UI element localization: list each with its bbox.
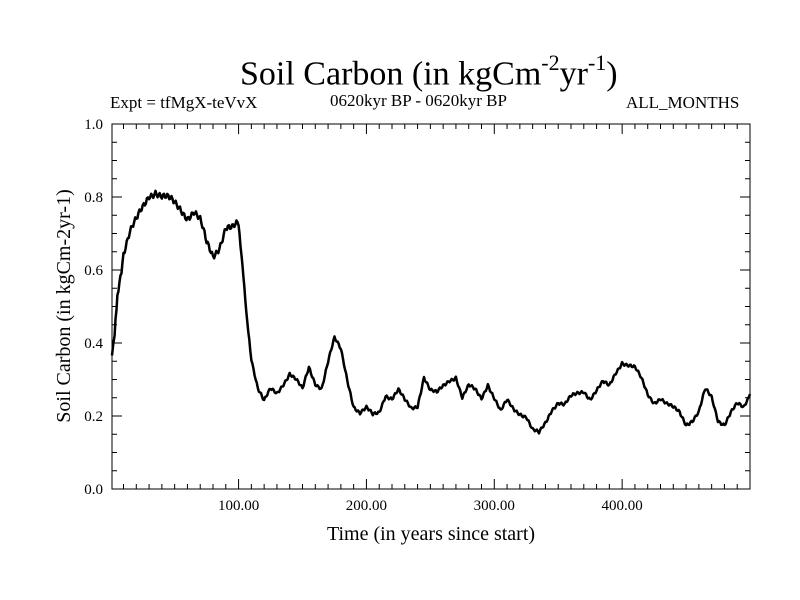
y-axis-label: Soil Carbon (in kgCm-2yr-1) <box>53 189 75 422</box>
y-tick-label: 0.0 <box>84 482 103 498</box>
x-tick-label: 200.00 <box>346 498 387 514</box>
chart-title-end: ) <box>606 55 618 93</box>
y-tick-label: 0.2 <box>84 409 103 425</box>
chart-title: Soil Carbon (in kgCm-2yr-1) <box>240 50 618 93</box>
x-tick-label: 400.00 <box>602 498 643 514</box>
chart-title-unit: yr <box>559 55 588 93</box>
chart-title-superscript: -1 <box>587 50 607 75</box>
plot-frame <box>111 123 751 490</box>
x-axis-label: Time (in years since start) <box>327 523 535 545</box>
x-tick-labels: 100.00 200.00 300.00 400.00 <box>218 498 643 514</box>
chart-title-superscript: -2 <box>541 50 560 75</box>
experiment-label: Expt = tfMgX-teVvX <box>110 93 258 112</box>
period-label: 0620kyr BP - 0620kyr BP <box>330 91 507 110</box>
x-tick-label: 100.00 <box>218 498 259 514</box>
y-tick-label: 1.0 <box>84 117 103 133</box>
x-tick-label: 300.00 <box>474 498 515 514</box>
data-line <box>110 189 752 435</box>
y-tick-label: 0.6 <box>84 263 103 279</box>
months-label: ALL_MONTHS <box>626 93 740 112</box>
axis-ticks <box>112 124 750 489</box>
y-tick-label: 0.8 <box>84 190 103 206</box>
y-tick-labels: 0.0 0.2 0.4 0.6 0.8 1.0 <box>84 117 103 498</box>
y-tick-label: 0.4 <box>84 336 103 352</box>
chart-title-text: Soil Carbon (in kgCm <box>240 55 542 93</box>
